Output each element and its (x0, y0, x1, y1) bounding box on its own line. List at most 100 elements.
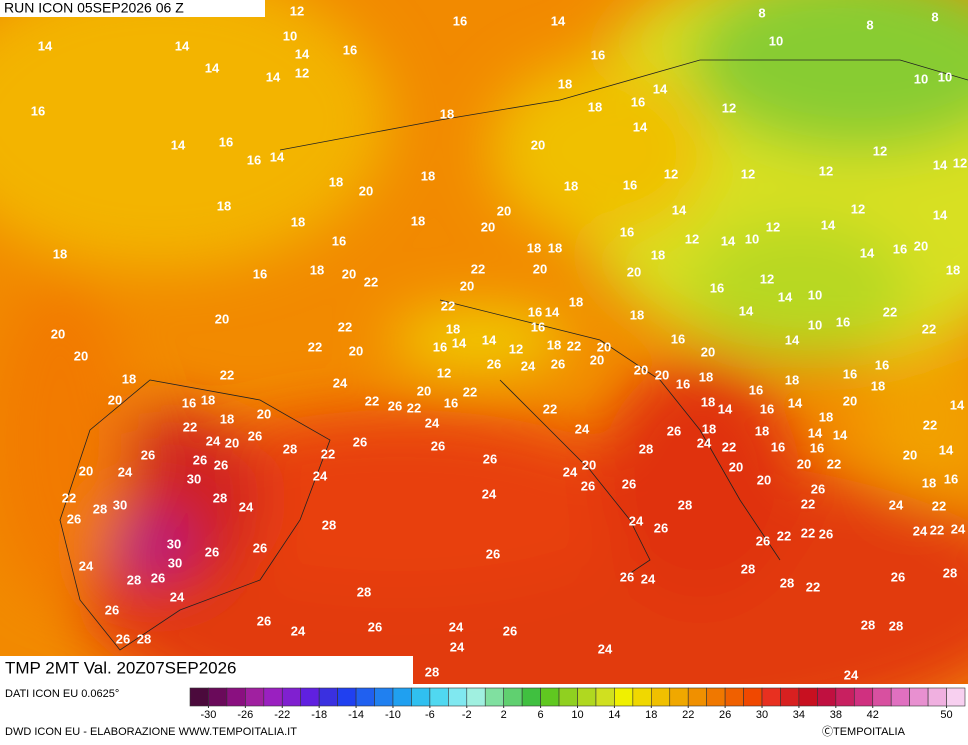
temperature-label: 14 (266, 69, 281, 84)
tick-label: 30 (756, 709, 768, 721)
color-box (300, 687, 320, 707)
temperature-label: 28 (943, 565, 957, 580)
tick-label: -14 (348, 709, 364, 721)
temperature-label: 20 (757, 472, 771, 487)
tick-label: 14 (608, 709, 620, 721)
temperature-label: 20 (843, 393, 857, 408)
temperature-label: 12 (851, 201, 865, 216)
temperature-label: 20 (497, 203, 511, 218)
temperature-label: 22 (183, 419, 197, 434)
color-box (853, 687, 874, 707)
temperature-label: 16 (944, 471, 958, 486)
temperature-label: 14 (270, 149, 285, 164)
temperature-label: 26 (151, 570, 165, 585)
temperature-label: 22 (932, 498, 946, 513)
temperature-label: 20 (257, 406, 271, 421)
temperature-label: 18 (53, 246, 67, 261)
temperature-label: 22 (827, 456, 841, 471)
temperature-label: 18 (220, 411, 234, 426)
temperature-label: 26 (483, 451, 497, 466)
run-label: RUN ICON 05SEP2026 06 Z (4, 0, 184, 16)
temperature-label: 12 (873, 143, 887, 158)
coastline (499, 379, 651, 581)
color-box (669, 687, 689, 707)
temperature-label: 20 (359, 183, 373, 198)
temperature-label: 12 (295, 65, 309, 80)
temperature-label: 24 (291, 623, 306, 638)
temperature-label: 28 (127, 572, 141, 587)
temperature-label: 14 (633, 119, 648, 134)
color-box (392, 687, 412, 707)
temperature-label: 16 (620, 224, 634, 239)
temperature-label: 16 (332, 233, 346, 248)
temperature-label: 26 (819, 526, 833, 541)
temperature-label: 24 (239, 499, 254, 514)
tick-label: -22 (274, 709, 290, 721)
temperature-label: 20 (51, 326, 65, 341)
temperature-label: 22 (321, 446, 335, 461)
field-box (0, 656, 413, 684)
tick-label: 22 (682, 709, 694, 721)
temperature-label: 24 (521, 358, 536, 373)
color-box (226, 687, 246, 707)
color-box (872, 687, 892, 707)
temperature-label: 16 (182, 395, 196, 410)
temperature-label: 24 (333, 375, 348, 390)
temperature-label: 20 (701, 344, 715, 359)
temperature-label: 16 (749, 382, 763, 397)
temperature-label: 16 (247, 152, 261, 167)
temperature-label: 16 (31, 103, 45, 118)
temperature-label: 22 (441, 298, 455, 313)
temperature-label: 16 (444, 395, 458, 410)
temperature-label: 10 (808, 287, 822, 302)
temperature-label: 16 (671, 331, 685, 346)
color-box (761, 687, 781, 707)
temperature-label: 20 (903, 447, 917, 462)
temperature-label: 18 (588, 99, 602, 114)
temperature-label: 20 (655, 367, 669, 382)
temperature-label: 24 (913, 523, 928, 538)
temperature-label: 16 (623, 177, 637, 192)
temperature-label: 28 (322, 517, 336, 532)
temperature-label: 22 (407, 400, 421, 415)
temperature-label: 24 (79, 558, 94, 573)
temperature-label: 18 (548, 240, 562, 255)
temperature-label: 26 (486, 546, 500, 561)
tick-label: 10 (571, 709, 583, 721)
temperature-label: 28 (357, 584, 371, 599)
temperature-label: 20 (597, 339, 611, 354)
temperature-label: 24 (170, 589, 185, 604)
temperature-label: 26 (193, 452, 207, 467)
temperature-label: 8 (931, 9, 938, 24)
temperature-label: 14 (821, 217, 836, 232)
tick-label: 42 (867, 709, 879, 721)
temperature-label: 16 (531, 319, 545, 334)
tick-label: -2 (462, 709, 472, 721)
temperature-label: 18 (310, 262, 324, 277)
temperature-label: 26 (248, 428, 262, 443)
temperature-label: 12 (741, 166, 755, 181)
temperature-label: 14 (785, 332, 800, 347)
temperature-label: 14 (545, 304, 560, 319)
temperature-label: 14 (452, 335, 467, 350)
color-box (411, 687, 431, 707)
temperature-label: 20 (74, 348, 88, 363)
color-box (429, 687, 449, 707)
temperature-label: 26 (388, 398, 402, 413)
color-box (318, 687, 338, 707)
temperature-label: 24 (482, 486, 497, 501)
temperature-label: 16 (453, 13, 467, 28)
temperature-label: 12 (766, 219, 780, 234)
temperature-label: 26 (620, 569, 634, 584)
temperature-label: 30 (113, 497, 127, 512)
temperature-label: 8 (866, 17, 873, 32)
temperature-label: 22 (777, 528, 791, 543)
temperature-label: 26 (257, 613, 271, 628)
color-box (780, 687, 800, 707)
temperature-label: 16 (810, 440, 824, 455)
temperature-label: 14 (933, 207, 948, 222)
temperature-label: 14 (175, 38, 190, 53)
temperature-label: 20 (627, 264, 641, 279)
